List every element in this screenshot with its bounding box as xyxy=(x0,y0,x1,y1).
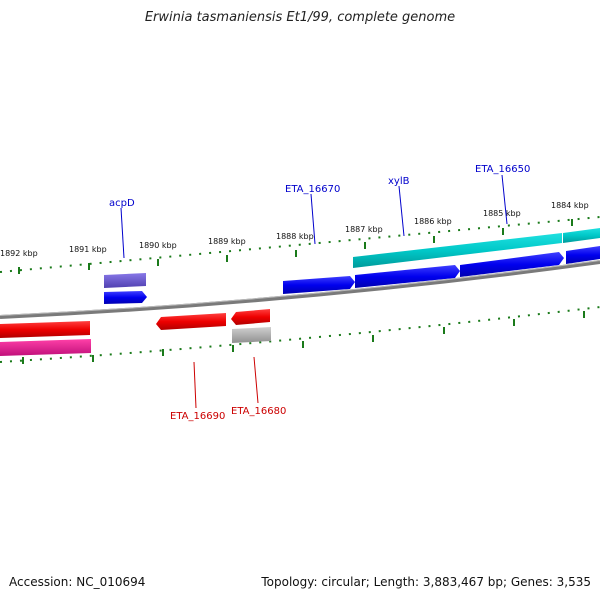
cds-ETA_16690[interactable] xyxy=(156,313,226,330)
tick-label: 1892 kbp xyxy=(0,249,38,258)
rna-track xyxy=(353,228,600,268)
tick-label: 1889 kbp xyxy=(208,237,246,246)
feature-grey[interactable] xyxy=(232,327,271,343)
genome-backbone xyxy=(0,260,600,319)
cds-reverse-left[interactable] xyxy=(0,321,90,338)
tick-label: 1885 kbp xyxy=(483,209,521,218)
gene-label-xylB[interactable]: xylB xyxy=(388,176,410,187)
cds-ETA_16650[interactable] xyxy=(460,252,564,277)
cds-acpD-neighbor[interactable] xyxy=(104,291,147,304)
major-ticks xyxy=(18,219,573,274)
feature-magenta[interactable] xyxy=(0,339,91,356)
gene-label-ETA_16690[interactable]: ETA_16690 xyxy=(170,411,225,422)
inner-major-ticks xyxy=(22,311,585,364)
tick-label: 1886 kbp xyxy=(414,217,452,226)
forward-cds-track[interactable] xyxy=(104,246,600,304)
cds-ETA_16680[interactable] xyxy=(231,309,270,325)
label-leaders xyxy=(120,174,508,409)
cds-ETA_16670[interactable] xyxy=(283,276,355,294)
accession-text: Accession: NC_010694 xyxy=(9,575,146,589)
cds-forward-edge[interactable] xyxy=(566,246,600,264)
genome-summary-text: Topology: circular; Length: 3,883,467 bp… xyxy=(261,575,591,589)
gene-label-ETA_16650[interactable]: ETA_16650 xyxy=(475,164,530,175)
outer-tick-ring xyxy=(0,216,600,273)
feature-acpD[interactable] xyxy=(104,273,146,288)
gene-labels: acpD ETA_16670 xylB ETA_16650 ETA_16690 … xyxy=(109,164,530,422)
gene-label-ETA_16670[interactable]: ETA_16670 xyxy=(285,184,340,195)
tick-label: 1888 kbp xyxy=(276,232,314,241)
genome-title: Erwinia tasmaniensis Et1/99, complete ge… xyxy=(144,10,456,25)
tick-label: 1890 kbp xyxy=(139,241,177,250)
tick-label: 1891 kbp xyxy=(69,245,107,254)
rna-feature[interactable] xyxy=(353,233,562,268)
reverse-cds-track[interactable] xyxy=(0,309,270,338)
tick-label: 1884 kbp xyxy=(551,201,589,210)
cds-xylB[interactable] xyxy=(355,265,460,288)
tick-label: 1887 kbp xyxy=(345,225,383,234)
tick-labels: 1892 kbp 1891 kbp 1890 kbp 1889 kbp 1888… xyxy=(0,201,589,258)
gene-label-acpD[interactable]: acpD xyxy=(109,198,135,209)
rna-feature[interactable] xyxy=(563,228,600,243)
inner-tick-ring xyxy=(0,306,600,363)
gene-label-ETA_16680[interactable]: ETA_16680 xyxy=(231,406,286,417)
